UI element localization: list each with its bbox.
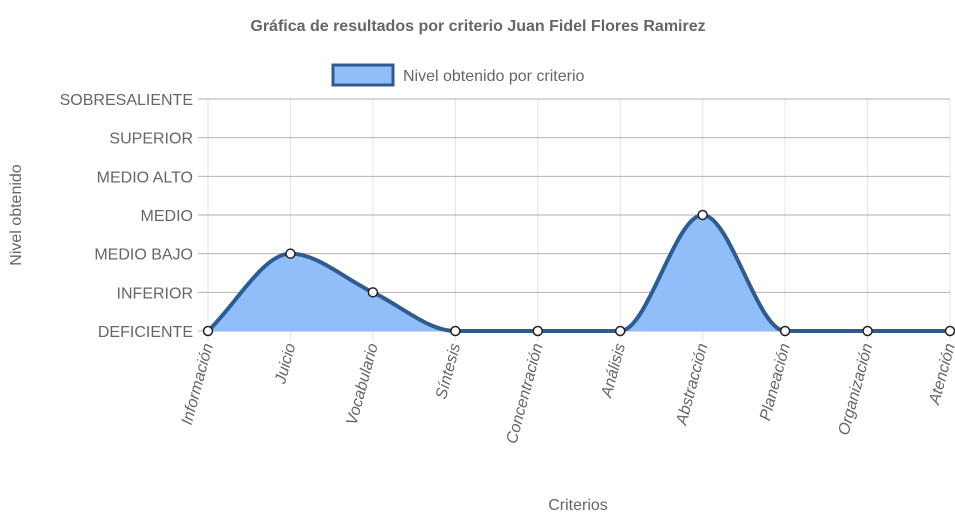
x-tick-label: Planeación [757, 342, 794, 423]
legend-swatch [331, 63, 395, 87]
series-layer [202, 209, 955, 337]
chart-title: Gráfica de resultados por criterio Juan … [250, 18, 705, 35]
legend-label: Nivel obtenido por criterio [403, 68, 585, 85]
x-tick-label: Síntesis [433, 342, 464, 401]
y-tick-label: MEDIO BAJO [94, 247, 193, 264]
x-tick-label: Análisis [598, 342, 629, 401]
legend[interactable]: Nivel obtenido por criterio [331, 63, 585, 87]
y-tick-label: MEDIO ALTO [97, 169, 193, 186]
data-point[interactable] [697, 209, 708, 221]
x-tick-label: Organización [836, 342, 877, 438]
data-point[interactable] [862, 325, 873, 337]
data-point[interactable] [614, 325, 626, 337]
data-point[interactable] [367, 287, 379, 298]
data-point[interactable] [202, 325, 214, 337]
y-tick-label: DEFICIENTE [98, 324, 193, 341]
y-tick-label: SOBRESALIENTE [60, 92, 193, 109]
x-tick-label: Concentración [504, 342, 547, 446]
x-tick-label: Información [179, 342, 217, 427]
y-tick-label: INFERIOR [117, 285, 193, 302]
x-axis-ticks: Información Juicio Vocabulario Síntesis Conc… [179, 342, 955, 446]
y-tick-label: MEDIO [141, 208, 193, 225]
x-tick-label: Atención [926, 342, 955, 408]
x-tick-label: Juicio [272, 342, 299, 387]
series-line [206, 212, 950, 334]
data-point[interactable] [532, 325, 544, 337]
y-axis-ticks: DEFICIENTE INFERIOR MEDIO BAJO MEDIO MEDIO A… [60, 92, 193, 341]
data-point[interactable] [944, 325, 955, 337]
y-axis-title: Nivel obtenido [8, 164, 25, 266]
x-tick-label: Vocabulario [344, 342, 382, 428]
series-area [208, 215, 950, 331]
data-point[interactable] [450, 325, 461, 337]
x-tick-label: Abstracción [673, 342, 711, 428]
data-point[interactable] [285, 248, 296, 259]
y-tick-label: SUPERIOR [109, 131, 193, 148]
x-axis-title: Criterios [548, 497, 608, 514]
data-point[interactable] [779, 325, 791, 337]
